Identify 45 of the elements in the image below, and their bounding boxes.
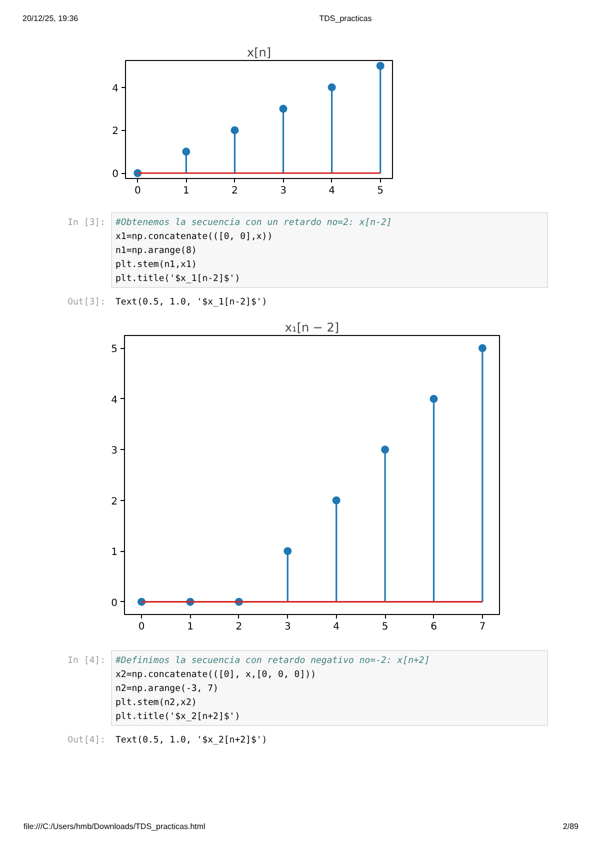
chart-title: x[n] [246,46,272,60]
y-tick-label: 2 [111,496,118,508]
text: #Obtenemos la secuencia con un retardo no=2: x[n-2] [114,218,392,228]
text: file:///C:/Users/hmb/Downloads/TDS_practicas.html [24,822,206,831]
x-tick-label: 7 [479,622,486,632]
x-tick-label: 5 [377,186,384,196]
text: Text(0.5, 1.0, '$x_1[n-2]$') [116,298,268,308]
text: x2=np.concatenate(([0], x,[0, 0, 0])) [116,670,316,680]
x-tick-label: 0 [138,622,145,632]
x-tick-label: 3 [280,186,286,196]
x-tick-label: 4 [328,186,336,196]
y-tick-label: 0 [111,598,118,609]
text: n1=np.arange(8) [116,246,197,256]
x-tick-label: 1 [183,186,190,196]
y-tick-label: 5 [111,344,118,356]
text: #Definimos la secuencia con retardo negativo no=-2: x[n+2] [114,656,430,666]
y-tick-label: 1 [111,547,118,558]
x-tick-label: 4 [333,622,340,632]
text: Text(0.5, 1.0, '$x_2[n+2]$') [116,736,268,746]
text: 20/12/25, 19:36 [22,14,79,23]
x-tick-label: 1 [187,622,194,632]
text: In [4]: [68,656,106,666]
y-tick-label: 0 [112,169,119,180]
text: x1=np.concatenate(([0, 0],x)) [116,232,273,242]
text: In [3]: [68,218,106,228]
x-tick-label: 0 [134,186,141,196]
text: plt.stem(n1,x1) [116,260,197,270]
text: Out[3]: [68,298,106,308]
y-tick-label: 4 [112,83,119,94]
x-tick-label: 3 [284,622,291,632]
text: 2/89 [562,822,580,831]
text: plt.title('$x_2[n+2]$') [116,712,240,722]
text: plt.title('$x_1[n-2]$') [116,274,240,284]
y-tick-label: 2 [112,126,119,138]
x-tick-label: 6 [430,622,437,632]
text: n2=np.arange(-3, 7) [116,684,218,694]
x-tick-label: 2 [232,186,238,196]
text: Out[4]: [68,736,106,746]
y-tick-label: 4 [111,394,118,406]
y-tick-label: 3 [111,446,118,457]
text: TDS_practicas [319,14,372,23]
text: plt.stem(n2,x2) [116,698,197,708]
chart-title: x₁[n − 2] [284,320,340,334]
x-tick-label: 2 [236,622,242,632]
x-tick-label: 5 [382,622,388,632]
